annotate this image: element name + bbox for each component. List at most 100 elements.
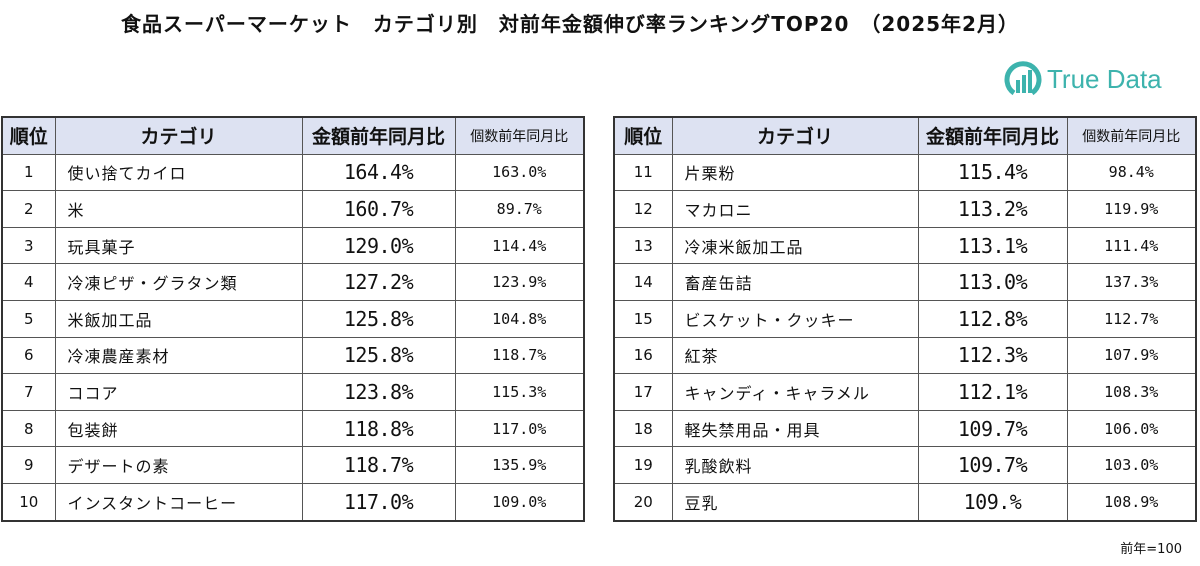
table-row: 4 冷凍ピザ・グラタン類 127.2% 123.9% — [1, 263, 585, 301]
table-row: 2 米 160.7% 89.7% — [1, 190, 585, 228]
count-cell: 107.9% — [1066, 336, 1197, 375]
rank-cell: 7 — [1, 373, 56, 411]
category-cell: 豆乳 — [671, 482, 919, 522]
count-cell: 89.7% — [454, 190, 585, 228]
table-row: 11 片栗粉 115.4% 98.4% — [613, 153, 1197, 192]
category-cell: 畜産缶詰 — [671, 263, 919, 301]
table-row: 14 畜産缶詰 113.0% 137.3% — [613, 263, 1197, 301]
count-cell: 135.9% — [454, 446, 585, 484]
amount-cell: 117.0% — [301, 482, 456, 522]
header-amount: 金額前年同月比 — [301, 116, 456, 155]
amount-cell: 160.7% — [301, 190, 456, 228]
rank-cell: 4 — [1, 263, 56, 301]
amount-cell: 113.2% — [917, 190, 1068, 228]
table-row: 10 インスタントコーヒー 117.0% 109.0% — [1, 482, 585, 522]
category-cell: 米 — [54, 190, 303, 228]
header-category: カテゴリ — [671, 116, 919, 155]
count-cell: 104.8% — [454, 299, 585, 338]
count-cell: 112.7% — [1066, 299, 1197, 338]
table-row: 20 豆乳 109.% 108.9% — [613, 482, 1197, 522]
baseline-note: 前年=100 — [1120, 542, 1182, 557]
amount-cell: 113.0% — [917, 263, 1068, 301]
count-cell: 117.0% — [454, 409, 585, 448]
rank-cell: 8 — [1, 409, 56, 448]
count-cell: 106.0% — [1066, 409, 1197, 448]
logo-chart-icon — [1004, 61, 1042, 96]
table-row: 15 ビスケット・クッキー 112.8% 112.7% — [613, 299, 1197, 338]
amount-cell: 125.8% — [301, 336, 456, 375]
rank-cell: 15 — [613, 299, 673, 338]
table-row: 6 冷凍農産素材 125.8% 118.7% — [1, 336, 585, 375]
page-title: 食品スーパーマーケット カテゴリ別 対前年金額伸び率ランキングTOP20 （20… — [121, 12, 1019, 36]
header-count: 個数前年同月比 — [1066, 116, 1197, 155]
rank-cell: 18 — [613, 409, 673, 448]
category-cell: 冷凍米飯加工品 — [671, 226, 919, 265]
rank-cell: 12 — [613, 190, 673, 228]
rank-cell: 1 — [1, 153, 56, 192]
count-cell: 137.3% — [1066, 263, 1197, 301]
amount-cell: 109.% — [917, 482, 1068, 522]
amount-cell: 125.8% — [301, 299, 456, 338]
count-cell: 98.4% — [1066, 153, 1197, 192]
table-row: 7 ココア 123.8% 115.3% — [1, 373, 585, 411]
count-cell: 108.3% — [1066, 373, 1197, 411]
category-cell: デザートの素 — [54, 446, 303, 484]
rank-cell: 11 — [613, 153, 673, 192]
rank-cell: 9 — [1, 446, 56, 484]
amount-cell: 112.8% — [917, 299, 1068, 338]
count-cell: 109.0% — [454, 482, 585, 522]
amount-cell: 115.4% — [917, 153, 1068, 192]
count-cell: 108.9% — [1066, 482, 1197, 522]
amount-cell: 164.4% — [301, 153, 456, 192]
header-rank: 順位 — [613, 116, 673, 155]
rank-cell: 13 — [613, 226, 673, 265]
true-data-logo: True Data — [1004, 60, 1162, 98]
table-header-row: 順位 カテゴリ 金額前年同月比 個数前年同月比 — [1, 116, 585, 155]
category-cell: 米飯加工品 — [54, 299, 303, 338]
category-cell: 冷凍農産素材 — [54, 336, 303, 375]
rank-cell: 6 — [1, 336, 56, 375]
amount-cell: 123.8% — [301, 373, 456, 411]
count-cell: 119.9% — [1066, 190, 1197, 228]
header-amount: 金額前年同月比 — [917, 116, 1068, 155]
amount-cell: 118.7% — [301, 446, 456, 484]
category-cell: マカロニ — [671, 190, 919, 228]
category-cell: 使い捨てカイロ — [54, 153, 303, 192]
category-cell: 片栗粉 — [671, 153, 919, 192]
category-cell: ココア — [54, 373, 303, 411]
category-cell: キャンディ・キャラメル — [671, 373, 919, 411]
amount-cell: 127.2% — [301, 263, 456, 301]
table-row: 16 紅茶 112.3% 107.9% — [613, 336, 1197, 375]
category-cell: 軽失禁用品・用具 — [671, 409, 919, 448]
rank-cell: 2 — [1, 190, 56, 228]
category-cell: 紅茶 — [671, 336, 919, 375]
table-row: 19 乳酸飲料 109.7% 103.0% — [613, 446, 1197, 484]
table-header-row: 順位 カテゴリ 金額前年同月比 個数前年同月比 — [613, 116, 1197, 155]
category-cell: 玩具菓子 — [54, 226, 303, 265]
table-row: 17 キャンディ・キャラメル 112.1% 108.3% — [613, 373, 1197, 411]
amount-cell: 113.1% — [917, 226, 1068, 265]
amount-cell: 109.7% — [917, 446, 1068, 484]
rank-cell: 5 — [1, 299, 56, 338]
count-cell: 163.0% — [454, 153, 585, 192]
table-row: 13 冷凍米飯加工品 113.1% 111.4% — [613, 226, 1197, 265]
rank-cell: 20 — [613, 482, 673, 522]
amount-cell: 112.3% — [917, 336, 1068, 375]
count-cell: 115.3% — [454, 373, 585, 411]
rank-cell: 17 — [613, 373, 673, 411]
rank-cell: 19 — [613, 446, 673, 484]
table-row: 9 デザートの素 118.7% 135.9% — [1, 446, 585, 484]
table-row: 3 玩具菓子 129.0% 114.4% — [1, 226, 585, 265]
count-cell: 111.4% — [1066, 226, 1197, 265]
table-row: 5 米飯加工品 125.8% 104.8% — [1, 299, 585, 338]
table-row: 1 使い捨てカイロ 164.4% 163.0% — [1, 153, 585, 192]
count-cell: 123.9% — [454, 263, 585, 301]
logo-text: True Data — [1047, 63, 1162, 94]
rank-cell: 3 — [1, 226, 56, 265]
header-count: 個数前年同月比 — [454, 116, 585, 155]
category-cell: 乳酸飲料 — [671, 446, 919, 484]
count-cell: 103.0% — [1066, 446, 1197, 484]
amount-cell: 109.7% — [917, 409, 1068, 448]
category-cell: 冷凍ピザ・グラタン類 — [54, 263, 303, 301]
rank-cell: 14 — [613, 263, 673, 301]
